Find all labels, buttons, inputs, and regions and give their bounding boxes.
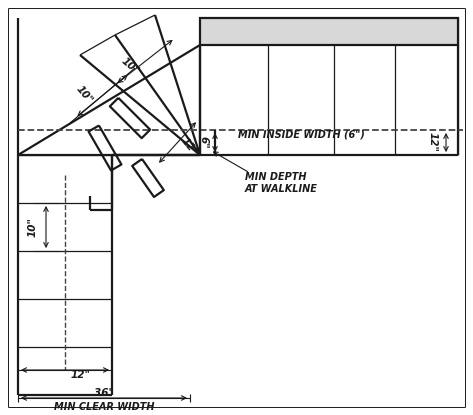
Text: 36": 36" [94,388,114,398]
Text: 10": 10" [28,217,38,237]
Text: 12": 12" [179,136,199,158]
Bar [200,18,458,45]
Text: MIN INSIDE WIDTH (6"): MIN INSIDE WIDTH (6") [238,129,365,139]
Text: 12": 12" [428,132,438,152]
Text: 12": 12" [70,370,90,380]
Text: 10": 10" [119,56,141,76]
Text: 6": 6" [198,136,208,148]
Text: MIN DEPTH
AT WALKLINE: MIN DEPTH AT WALKLINE [245,172,318,194]
Text: 10": 10" [74,84,94,106]
Text: MIN CLEAR WIDTH: MIN CLEAR WIDTH [54,402,154,412]
